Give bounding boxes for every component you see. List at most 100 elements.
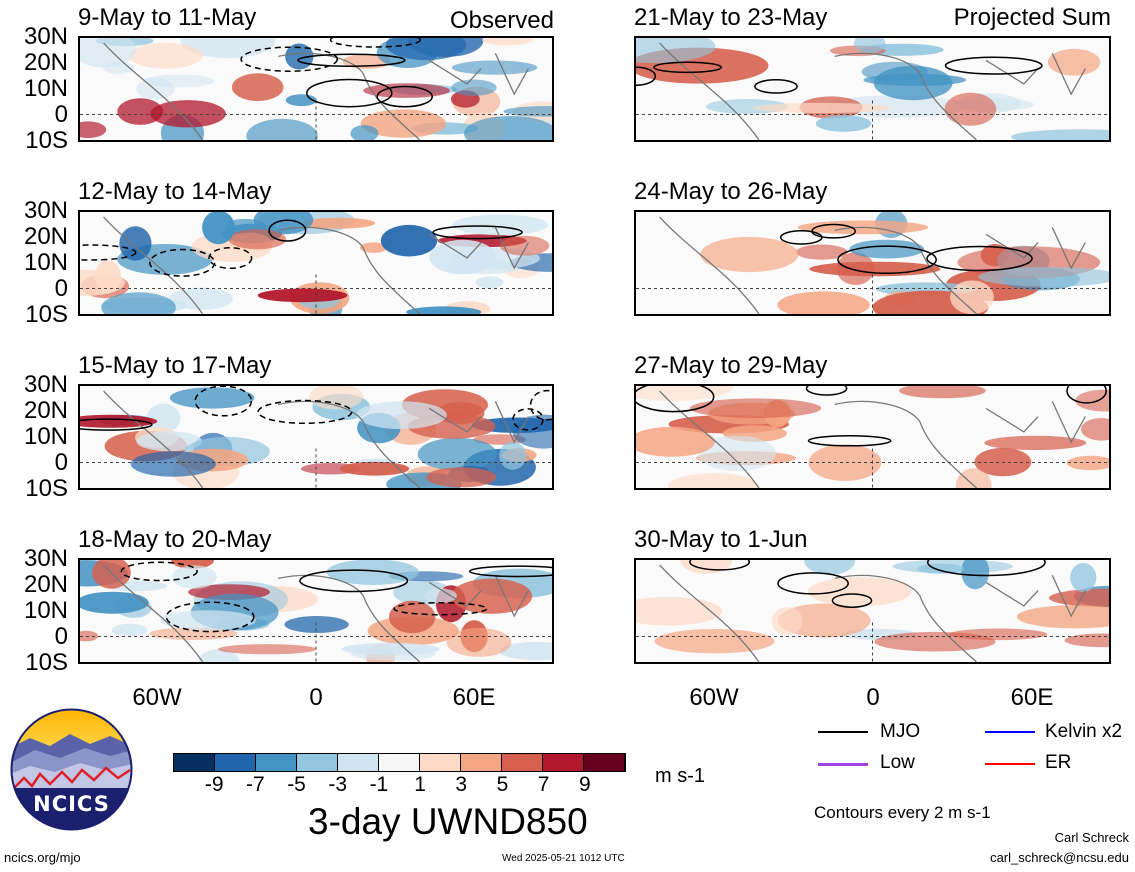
contour-note: Contours every 2 m s-1 — [814, 803, 991, 822]
wind-anomaly-blob — [853, 38, 886, 54]
wind-anomaly-blob — [426, 467, 497, 488]
colorbar-tick-label: -7 — [246, 773, 265, 796]
wind-anomaly-blob — [284, 616, 349, 633]
wind-anomaly-blob — [160, 610, 256, 631]
mjo-contour — [432, 225, 523, 240]
wind-anomaly-blob — [168, 287, 233, 310]
wind-anomaly-field — [636, 560, 1109, 662]
wind-anomaly-blob — [119, 226, 152, 261]
map-panel — [78, 384, 554, 490]
wind-anomaly-blob — [360, 109, 447, 138]
lon-label: 60W — [132, 684, 182, 711]
wind-anomaly-blob — [146, 403, 181, 433]
wind-anomaly-blob — [1064, 633, 1109, 648]
wind-anomaly-blob — [429, 239, 497, 275]
wind-anomaly-blob — [246, 118, 318, 140]
wind-anomaly-blob — [1081, 418, 1109, 441]
wind-anomaly-blob — [499, 441, 527, 470]
panel-title: 12-May to 14-May — [78, 178, 272, 205]
map-panel — [634, 36, 1111, 142]
wind-anomaly-field — [636, 212, 1109, 314]
wind-anomaly-blob — [451, 79, 497, 96]
wind-anomaly-blob — [503, 106, 552, 117]
lat-label: 30N — [23, 23, 68, 50]
colorbar-swatch — [215, 754, 256, 771]
wind-anomaly-blob — [231, 73, 284, 102]
legend-swatch — [818, 763, 868, 765]
wind-anomaly-blob — [417, 437, 497, 471]
mjo-contour — [468, 565, 552, 578]
footer-url[interactable]: ncics.org/mjo — [4, 850, 81, 865]
wind-anomaly-blob — [339, 461, 410, 476]
wind-anomaly-blob — [950, 280, 994, 314]
colorbar-tick-label: 3 — [455, 773, 468, 796]
wind-anomaly-blob — [80, 269, 125, 296]
mjo-contour — [306, 78, 393, 108]
wind-anomaly-blob — [777, 291, 870, 314]
wind-anomaly-blob — [808, 444, 882, 481]
wind-anomaly-blob — [899, 386, 986, 399]
lat-label: 0 — [54, 101, 68, 128]
colorbar-swatch — [502, 754, 543, 771]
colorbar-tick-label: 1 — [414, 773, 426, 796]
lat-label: 10N — [23, 75, 68, 102]
wind-anomaly-blob — [636, 596, 723, 626]
map-panel — [78, 558, 554, 664]
wind-anomaly-blob — [475, 276, 504, 289]
mjo-contour — [636, 66, 657, 86]
wind-anomaly-blob — [482, 38, 533, 46]
lat-label: 10N — [23, 423, 68, 450]
colorbar-swatch — [174, 754, 215, 771]
panel-title: 27-May to 29-May — [634, 352, 828, 379]
lat-label: 10S — [25, 475, 68, 502]
wind-anomaly-blob — [80, 591, 149, 614]
map-panel — [634, 210, 1111, 316]
footer-email[interactable]: carl_schreck@ncsu.edu — [990, 850, 1129, 865]
wind-anomaly-blob — [944, 92, 997, 126]
wind-anomaly-blob — [955, 468, 992, 488]
mjo-contour — [80, 244, 137, 261]
wind-anomaly-blob — [636, 38, 716, 64]
wind-anomaly-blob — [1047, 48, 1101, 76]
wind-anomaly-blob — [111, 623, 148, 637]
footer-author: Carl Schreck — [1054, 830, 1129, 845]
wind-anomaly-field — [80, 212, 552, 314]
wind-anomaly-blob — [804, 560, 856, 575]
mjo-contour — [165, 601, 255, 633]
wind-anomaly-blob — [499, 642, 552, 661]
lat-label: 30N — [23, 545, 68, 572]
wind-anomaly-blob — [128, 42, 203, 69]
coastline — [659, 42, 1086, 140]
colorbar-tick-label: -3 — [328, 773, 348, 796]
mjo-contour — [754, 79, 798, 94]
wind-anomaly-blob — [777, 603, 871, 638]
wind-anomaly-blob — [873, 65, 953, 101]
coastline — [659, 390, 1086, 488]
mjo-contour — [80, 418, 153, 431]
panel-label-projected-sum: Projected Sum — [953, 4, 1111, 31]
wind-anomaly-blob — [257, 288, 348, 303]
panel-title: 21-May to 23-May — [634, 4, 828, 31]
wind-anomaly-blob — [406, 306, 482, 314]
mjo-contour — [297, 53, 406, 67]
wind-anomaly-blob — [253, 212, 314, 235]
wind-anomaly-blob — [309, 386, 364, 410]
lon-label: 60E — [452, 684, 496, 711]
coastline — [103, 216, 529, 314]
wind-anomaly-field — [80, 38, 552, 140]
wind-anomaly-blob — [451, 60, 538, 75]
legend-swatch — [985, 731, 1035, 733]
footer-timestamp: Wed 2025-05-21 1012 UTC — [502, 853, 625, 864]
wind-anomaly-blob — [80, 121, 107, 138]
colorbar-swatch — [338, 754, 379, 771]
wind-anomaly-blob — [795, 244, 848, 260]
wind-anomaly-blob — [815, 115, 872, 132]
colorbar-tick-label: 5 — [496, 773, 509, 796]
wind-anomaly-blob — [143, 74, 215, 88]
mjo-contour — [512, 408, 544, 431]
wind-anomaly-field — [636, 38, 1109, 140]
wind-anomaly-blob — [1016, 605, 1109, 629]
ncics-logo: NCICS — [10, 708, 133, 831]
panel-title: 9-May to 11-May — [78, 4, 257, 31]
wind-anomaly-blob — [654, 629, 775, 654]
